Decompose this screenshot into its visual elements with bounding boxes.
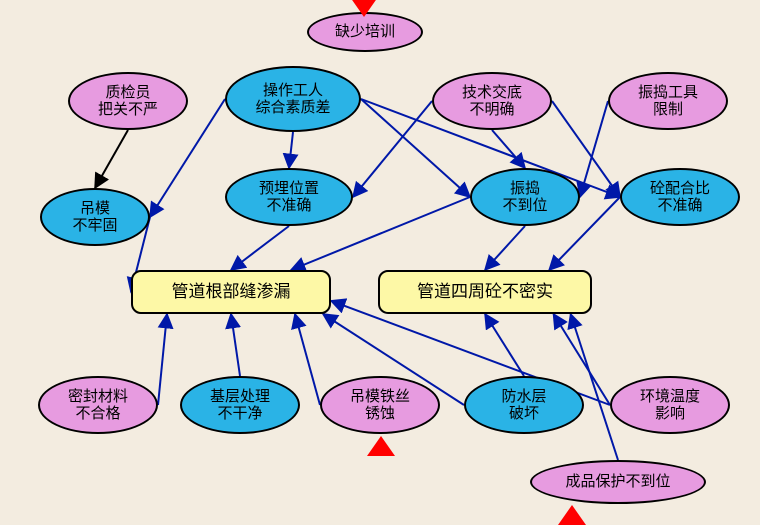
triangle-marker-2 [558, 505, 586, 525]
node-n_wp: 防水层 破坏 [464, 376, 584, 434]
node-n_prod: 成品保护不到位 [530, 460, 706, 504]
edge-n_op-n_pos [289, 132, 293, 168]
edge-n_mat-r1 [158, 314, 167, 405]
edge-n_qc-n_hang [95, 130, 128, 188]
triangle-marker-0 [350, 0, 378, 17]
node-n_temp: 环境温度 影响 [610, 376, 730, 434]
edge-n_tech-n_vib [492, 130, 525, 168]
triangle-marker-1 [367, 436, 395, 456]
node-n_tool: 振捣工具 限制 [608, 72, 728, 130]
edge-n_wire-r1 [295, 314, 320, 405]
edge-n_prod-r2 [571, 314, 618, 460]
node-n_tech: 技术交底 不明确 [432, 72, 552, 130]
node-n_wire: 吊模铁丝 锈蚀 [320, 376, 440, 434]
edge-n_base-r1 [231, 314, 240, 376]
node-n_top: 缺少培训 [307, 12, 423, 52]
node-n_mat: 密封材料 不合格 [38, 376, 158, 434]
node-r1: 管道根部缝渗漏 [131, 270, 331, 314]
node-n_vib: 振捣 不到位 [470, 168, 580, 226]
node-n_op: 操作工人 综合素质差 [225, 66, 361, 132]
node-n_hang: 吊模 不牢固 [40, 188, 150, 246]
edge-n_vib-r2 [485, 226, 525, 270]
node-n_pos: 预埋位置 不准确 [225, 168, 353, 226]
edge-n_pos-r1 [231, 226, 289, 270]
edge-n_wp-r2 [485, 314, 524, 376]
node-r2: 管道四周砼不密实 [378, 270, 592, 314]
node-n_base: 基层处理 不干净 [180, 376, 300, 434]
edge-n_tool-n_vib [580, 101, 608, 197]
edge-n_tech-n_pos [353, 101, 432, 197]
node-n_mix: 砼配合比 不准确 [620, 168, 740, 226]
node-n_qc: 质检员 把关不严 [68, 72, 188, 130]
